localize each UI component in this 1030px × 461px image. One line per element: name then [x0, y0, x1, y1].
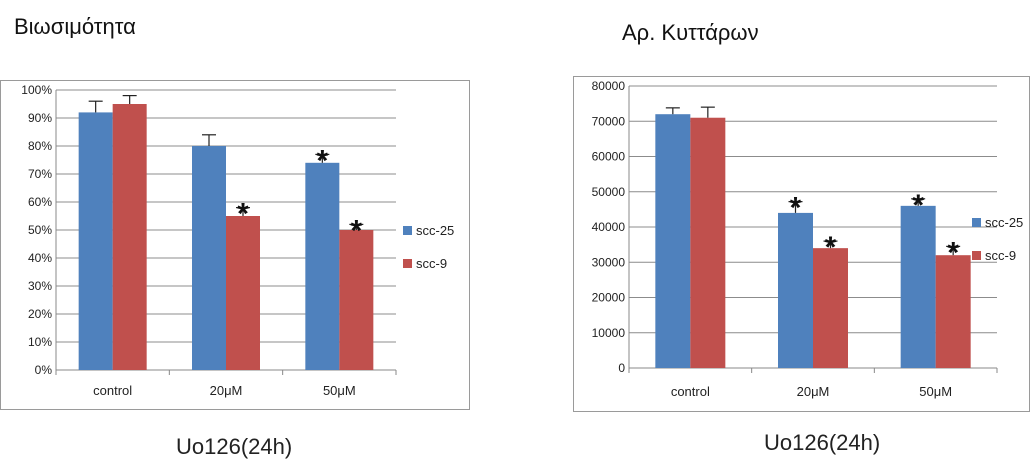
bar-scc-25-control [78, 112, 113, 371]
significance-star: * [790, 192, 802, 225]
bar-scc-9-50μM [339, 230, 374, 370]
significance-star: * [825, 231, 837, 264]
x-category-label: 50μM [323, 383, 356, 398]
chart1-xlabel: Uo126(24h) [176, 434, 293, 459]
y-tick-label: 80% [28, 139, 52, 153]
y-tick-label: 60000 [592, 150, 626, 164]
legend-swatch-scc-9 [972, 251, 981, 260]
y-tick-label: 100% [21, 83, 52, 97]
legend-swatch-scc-25 [403, 226, 412, 235]
chart1-frame: 0% 10% 20% 30% 40% 50% 60% 70% 80% 90% 100% control… [0, 80, 470, 410]
y-tick-label: 70% [28, 167, 52, 181]
significance-star: * [237, 198, 249, 231]
legend-swatch-scc-9 [403, 259, 412, 268]
chart2-xlabel: Uo126(24h) [764, 430, 881, 455]
x-category-label: 20μM [210, 383, 243, 398]
legend-label-scc-25: scc-25 [985, 215, 1023, 230]
y-tick-label: 70000 [592, 114, 626, 128]
chart1-plot: 0% 10% 20% 30% 40% 50% 60% 70% 80% 90% 100% control… [21, 83, 454, 398]
y-tick-label: 10000 [592, 326, 626, 340]
y-tick-label: 60% [28, 195, 52, 209]
y-tick-label: 90% [28, 111, 52, 125]
y-tick-label: 20000 [592, 291, 626, 305]
x-category-label: control [93, 383, 132, 398]
bar-scc-25-20μM [778, 212, 813, 368]
bar-scc-9-50μM [935, 255, 971, 368]
y-tick-label: 30000 [592, 255, 626, 269]
y-tick-label: 20% [28, 307, 52, 321]
y-tick-label: 30% [28, 279, 52, 293]
chart2-frame: 0 10000 20000 30000 40000 50000 60000 70000 8000… [573, 76, 1030, 412]
chart2-title: Αρ. Κυττάρων [622, 20, 759, 45]
bar-scc-25-control [655, 114, 691, 368]
chart2-plot: 0 10000 20000 30000 40000 50000 60000 70000 8000… [592, 79, 1024, 399]
significance-star: * [316, 144, 328, 177]
y-tick-label: 10% [28, 335, 52, 349]
y-tick-label: 50% [28, 223, 52, 237]
legend-label-scc-9: scc-9 [985, 248, 1016, 263]
y-tick-label: 40000 [592, 220, 626, 234]
legend-swatch-scc-25 [972, 218, 981, 227]
bar-scc-9-control [690, 117, 726, 368]
y-tick-label: 50000 [592, 185, 626, 199]
bar-scc-25-50μM [900, 205, 936, 368]
x-category-label: 20μM [797, 384, 830, 399]
x-category-label: 50μM [919, 384, 952, 399]
bar-scc-9-control [112, 104, 147, 370]
bar-scc-9-20μM [226, 216, 260, 370]
y-tick-label: 80000 [592, 79, 626, 93]
x-category-label: control [671, 384, 710, 399]
legend-label-scc-9: scc-9 [416, 256, 447, 271]
y-tick-label: 40% [28, 251, 52, 265]
chart1-title: Βιωσιμότητα [14, 14, 136, 39]
significance-star: * [350, 214, 362, 247]
bar-scc-25-20μM [192, 146, 226, 370]
significance-star: * [912, 189, 924, 222]
y-tick-label: 0% [35, 363, 53, 377]
bar-scc-25-50μM [305, 162, 340, 370]
legend-label-scc-25: scc-25 [416, 223, 454, 238]
y-tick-label: 0 [618, 361, 625, 375]
significance-star: * [947, 236, 959, 269]
bar-scc-9-20μM [813, 248, 848, 368]
